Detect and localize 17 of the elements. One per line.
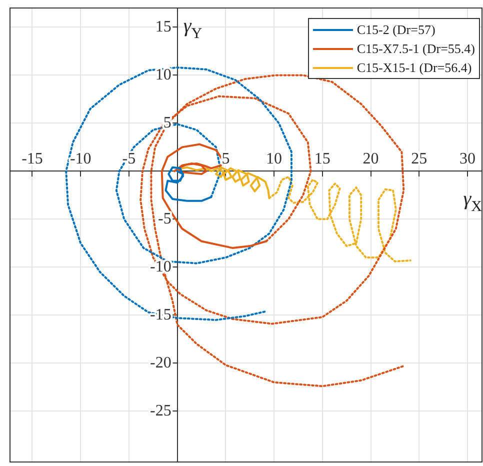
y-tick-label: -25 xyxy=(150,402,172,420)
x-tick-label: 15 xyxy=(314,150,330,168)
x-tick-label: 25 xyxy=(411,150,428,168)
x-tick-label: -15 xyxy=(22,150,43,168)
x-tick-label: -10 xyxy=(70,150,92,168)
y-tick-label: 10 xyxy=(155,66,172,84)
legend-label: C15-X15-1 (Dr=56.4) xyxy=(356,60,472,76)
x-tick-label: 30 xyxy=(459,150,476,168)
legend-label: C15-X7.5-1 (Dr=55.4) xyxy=(356,40,475,56)
x-tick-label: 20 xyxy=(362,150,379,168)
y-tick-label: 5 xyxy=(163,114,172,132)
legend-label: C15-2 (Dr=57) xyxy=(356,22,436,38)
x-tick-label: 5 xyxy=(222,150,230,168)
y-tick-label: 15 xyxy=(155,18,172,36)
y-tick-label: -20 xyxy=(150,354,172,372)
y-tick-label: -5 xyxy=(158,210,172,228)
x-tick-label: 10 xyxy=(266,150,282,168)
